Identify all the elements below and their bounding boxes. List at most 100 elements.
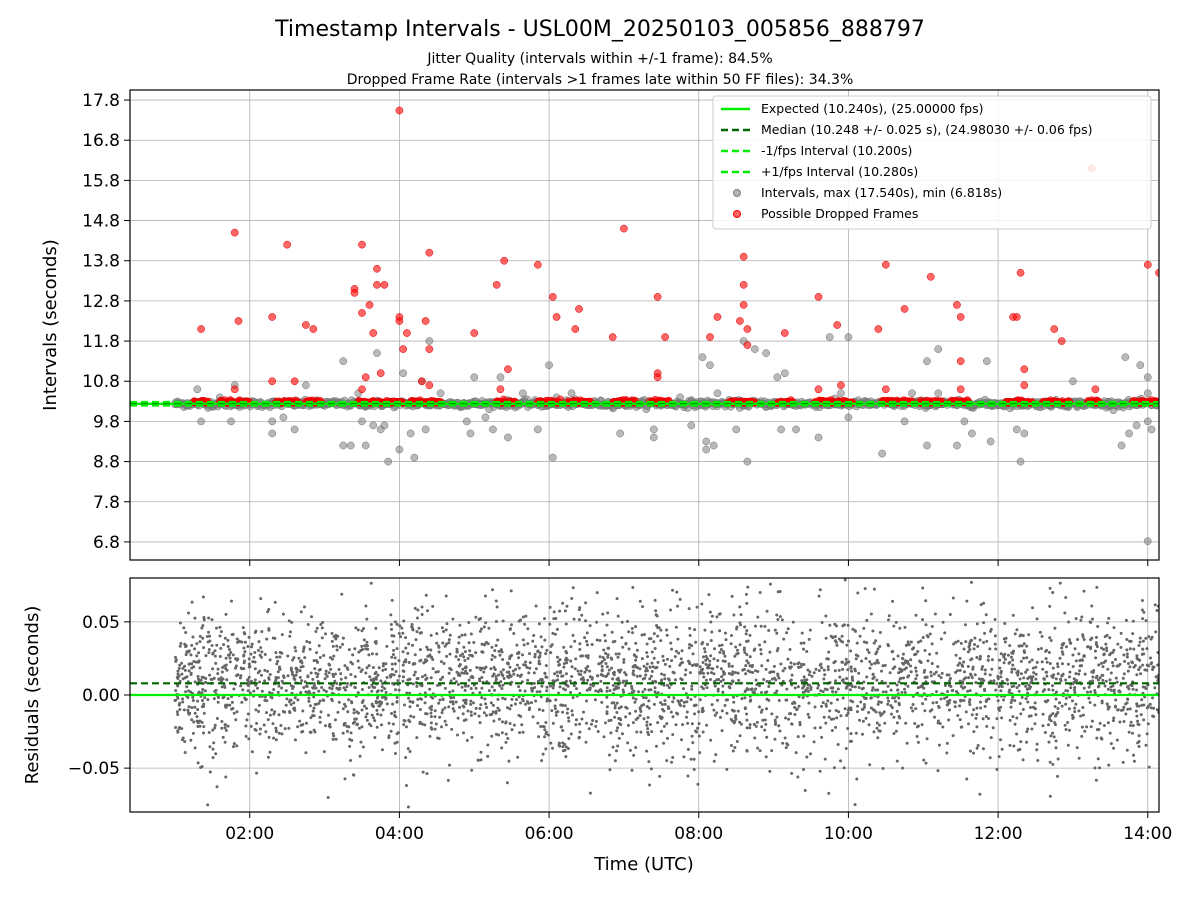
residual-point	[290, 703, 293, 706]
residual-point	[243, 660, 246, 663]
residual-point	[1047, 741, 1050, 744]
residual-point	[506, 706, 509, 709]
residual-point	[1023, 649, 1026, 652]
residual-point	[430, 676, 433, 679]
residual-point	[542, 753, 545, 756]
residual-point	[666, 737, 669, 740]
residual-point	[837, 710, 840, 713]
residual-point	[940, 637, 943, 640]
residual-point	[319, 699, 322, 702]
residual-point	[567, 716, 570, 719]
residual-point	[231, 701, 234, 704]
residual-point	[232, 653, 235, 656]
residual-point	[779, 662, 782, 665]
interval-point	[381, 422, 388, 429]
residual-point	[1113, 689, 1116, 692]
residual-point	[647, 699, 650, 702]
residual-point	[898, 627, 901, 630]
dropped-frame-point	[706, 333, 713, 340]
residual-point	[250, 725, 253, 728]
residual-point	[1045, 675, 1048, 678]
residual-point	[705, 724, 708, 727]
residual-point	[342, 732, 345, 735]
residual-point	[604, 721, 607, 724]
residual-point	[321, 636, 324, 639]
residual-point	[884, 664, 887, 667]
residual-point	[793, 706, 796, 709]
residual-point	[328, 664, 331, 667]
dropped-frame-point	[373, 265, 380, 272]
residual-point	[897, 654, 900, 657]
residual-point	[1025, 645, 1028, 648]
residual-point	[331, 673, 334, 676]
residual-point	[674, 678, 677, 681]
residual-point	[892, 716, 895, 719]
residual-point	[560, 725, 563, 728]
residual-point	[360, 645, 363, 648]
residual-point	[267, 627, 270, 630]
residual-point	[463, 659, 466, 662]
residual-point	[524, 615, 527, 618]
residual-point	[721, 729, 724, 732]
residual-point	[808, 638, 811, 641]
residual-point	[658, 775, 661, 778]
residual-point	[834, 691, 837, 694]
residual-point	[1147, 635, 1150, 638]
residual-point	[1087, 697, 1090, 700]
residual-point	[421, 605, 424, 608]
residual-point	[194, 746, 197, 749]
interval-point	[953, 442, 960, 449]
residual-point	[479, 617, 482, 620]
residual-point	[834, 726, 837, 729]
residual-point	[824, 615, 827, 618]
residual-point	[820, 705, 823, 708]
residual-point	[403, 660, 406, 663]
residual-point	[641, 605, 644, 608]
residual-point	[479, 751, 482, 754]
interval-point	[291, 426, 298, 433]
residual-point	[407, 642, 410, 645]
residual-point	[1147, 722, 1150, 725]
residual-point	[284, 727, 287, 730]
residual-point	[232, 688, 235, 691]
residual-point	[937, 720, 940, 723]
residual-point	[1064, 689, 1067, 692]
residual-point	[512, 673, 515, 676]
residual-point	[269, 658, 272, 661]
intervals-y-tick-label: 9.8	[93, 412, 120, 432]
intervals-y-axis-title: Intervals (seconds)	[40, 239, 61, 411]
residual-point	[652, 640, 655, 643]
residual-point	[566, 707, 569, 710]
residual-point	[915, 674, 918, 677]
residual-point	[709, 678, 712, 681]
residual-point	[480, 676, 483, 679]
residual-point	[761, 709, 764, 712]
residual-point	[774, 719, 777, 722]
residual-point	[797, 685, 800, 688]
residual-point	[520, 723, 523, 726]
residual-point	[411, 700, 414, 703]
residual-point	[248, 636, 251, 639]
residual-point	[570, 597, 573, 600]
residual-point	[390, 656, 393, 659]
residual-point	[1083, 730, 1086, 733]
residual-point	[1022, 634, 1025, 637]
residual-point	[354, 675, 357, 678]
residual-point	[464, 689, 467, 692]
residual-point	[509, 722, 512, 725]
residual-point	[1079, 715, 1082, 718]
residual-point	[526, 642, 529, 645]
residual-point	[415, 630, 418, 633]
residual-point	[862, 708, 865, 711]
residual-point	[238, 640, 241, 643]
residual-point	[989, 756, 992, 759]
interval-point	[1144, 538, 1151, 545]
interval-point	[706, 362, 713, 369]
residual-point	[562, 646, 565, 649]
residual-point	[867, 711, 870, 714]
residual-point	[428, 688, 431, 691]
residual-point	[519, 702, 522, 705]
residual-point	[1039, 631, 1042, 634]
residual-point	[666, 684, 669, 687]
residual-point	[770, 749, 773, 752]
